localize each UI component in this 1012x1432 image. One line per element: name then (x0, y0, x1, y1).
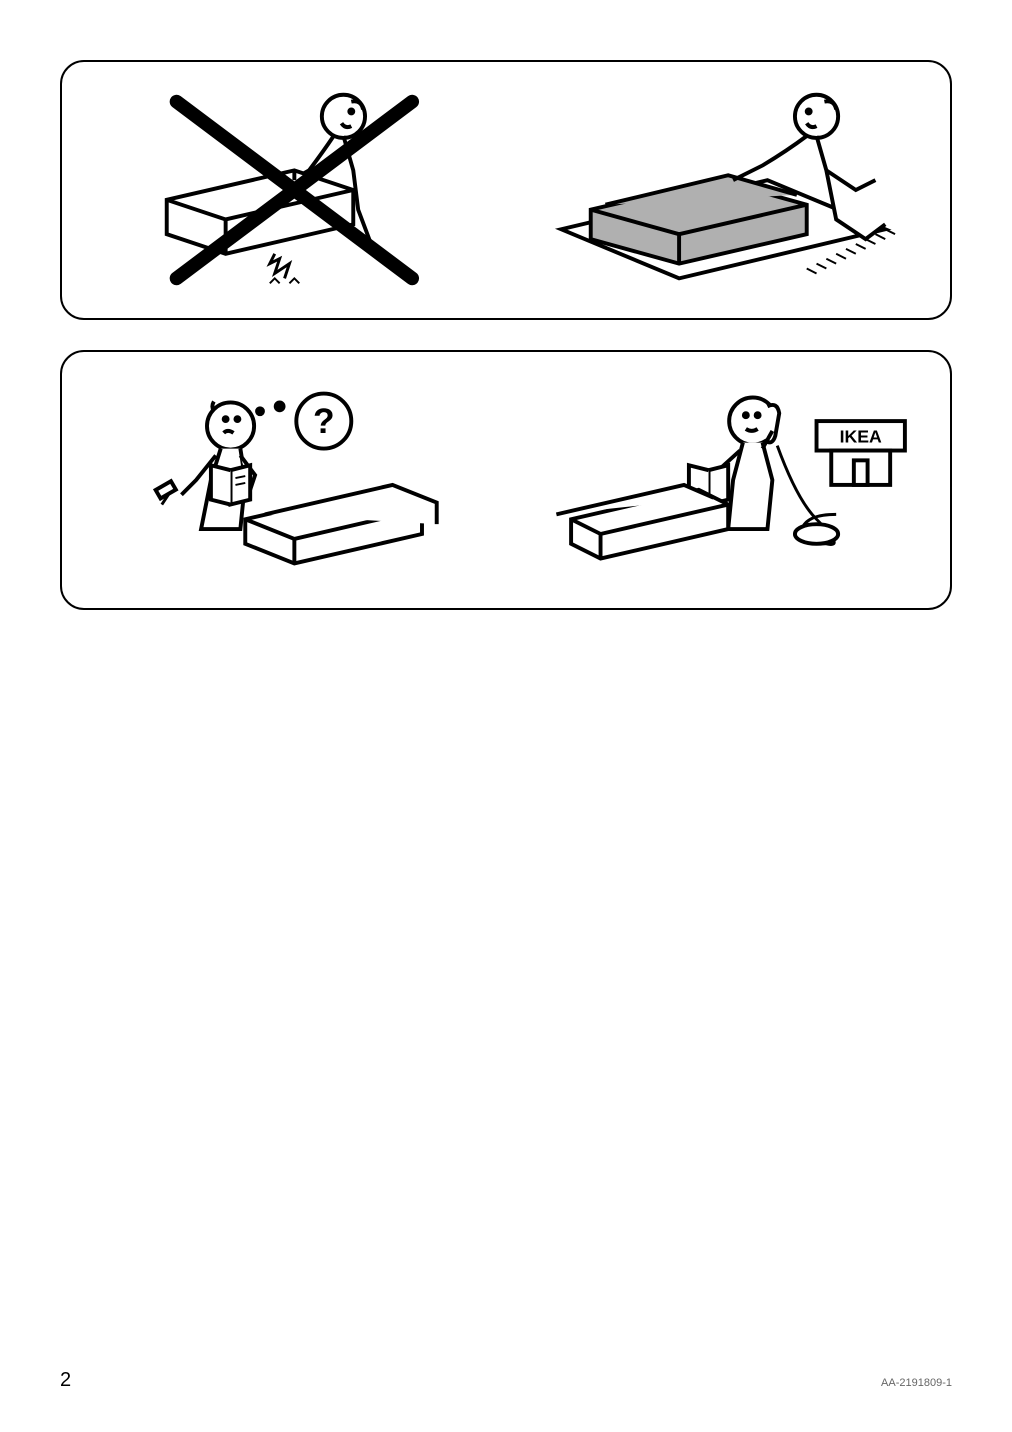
document-id: AA-2191809-1 (881, 1377, 952, 1389)
panel-floor-safety (60, 60, 952, 320)
svg-text:IKEA: IKEA (839, 427, 881, 447)
correct-assembly-icon (522, 82, 915, 298)
page-number: 2 (60, 1369, 71, 1392)
illustration-wrong-hard-floor (82, 82, 506, 298)
instruction-page: ? (0, 0, 1012, 1432)
illustration-call-ikea: IKEA (506, 372, 930, 588)
call-ikea-icon: IKEA (522, 372, 915, 588)
illustration-correct-on-rug (506, 82, 930, 298)
wrong-assembly-icon (98, 82, 491, 298)
svg-text:?: ? (313, 402, 335, 441)
panel-call-for-help: ? (60, 350, 952, 610)
page-footer: 2 AA-2191809-1 (60, 1369, 952, 1392)
confused-person-icon: ? (98, 372, 491, 588)
illustration-confused-person: ? (82, 372, 506, 588)
